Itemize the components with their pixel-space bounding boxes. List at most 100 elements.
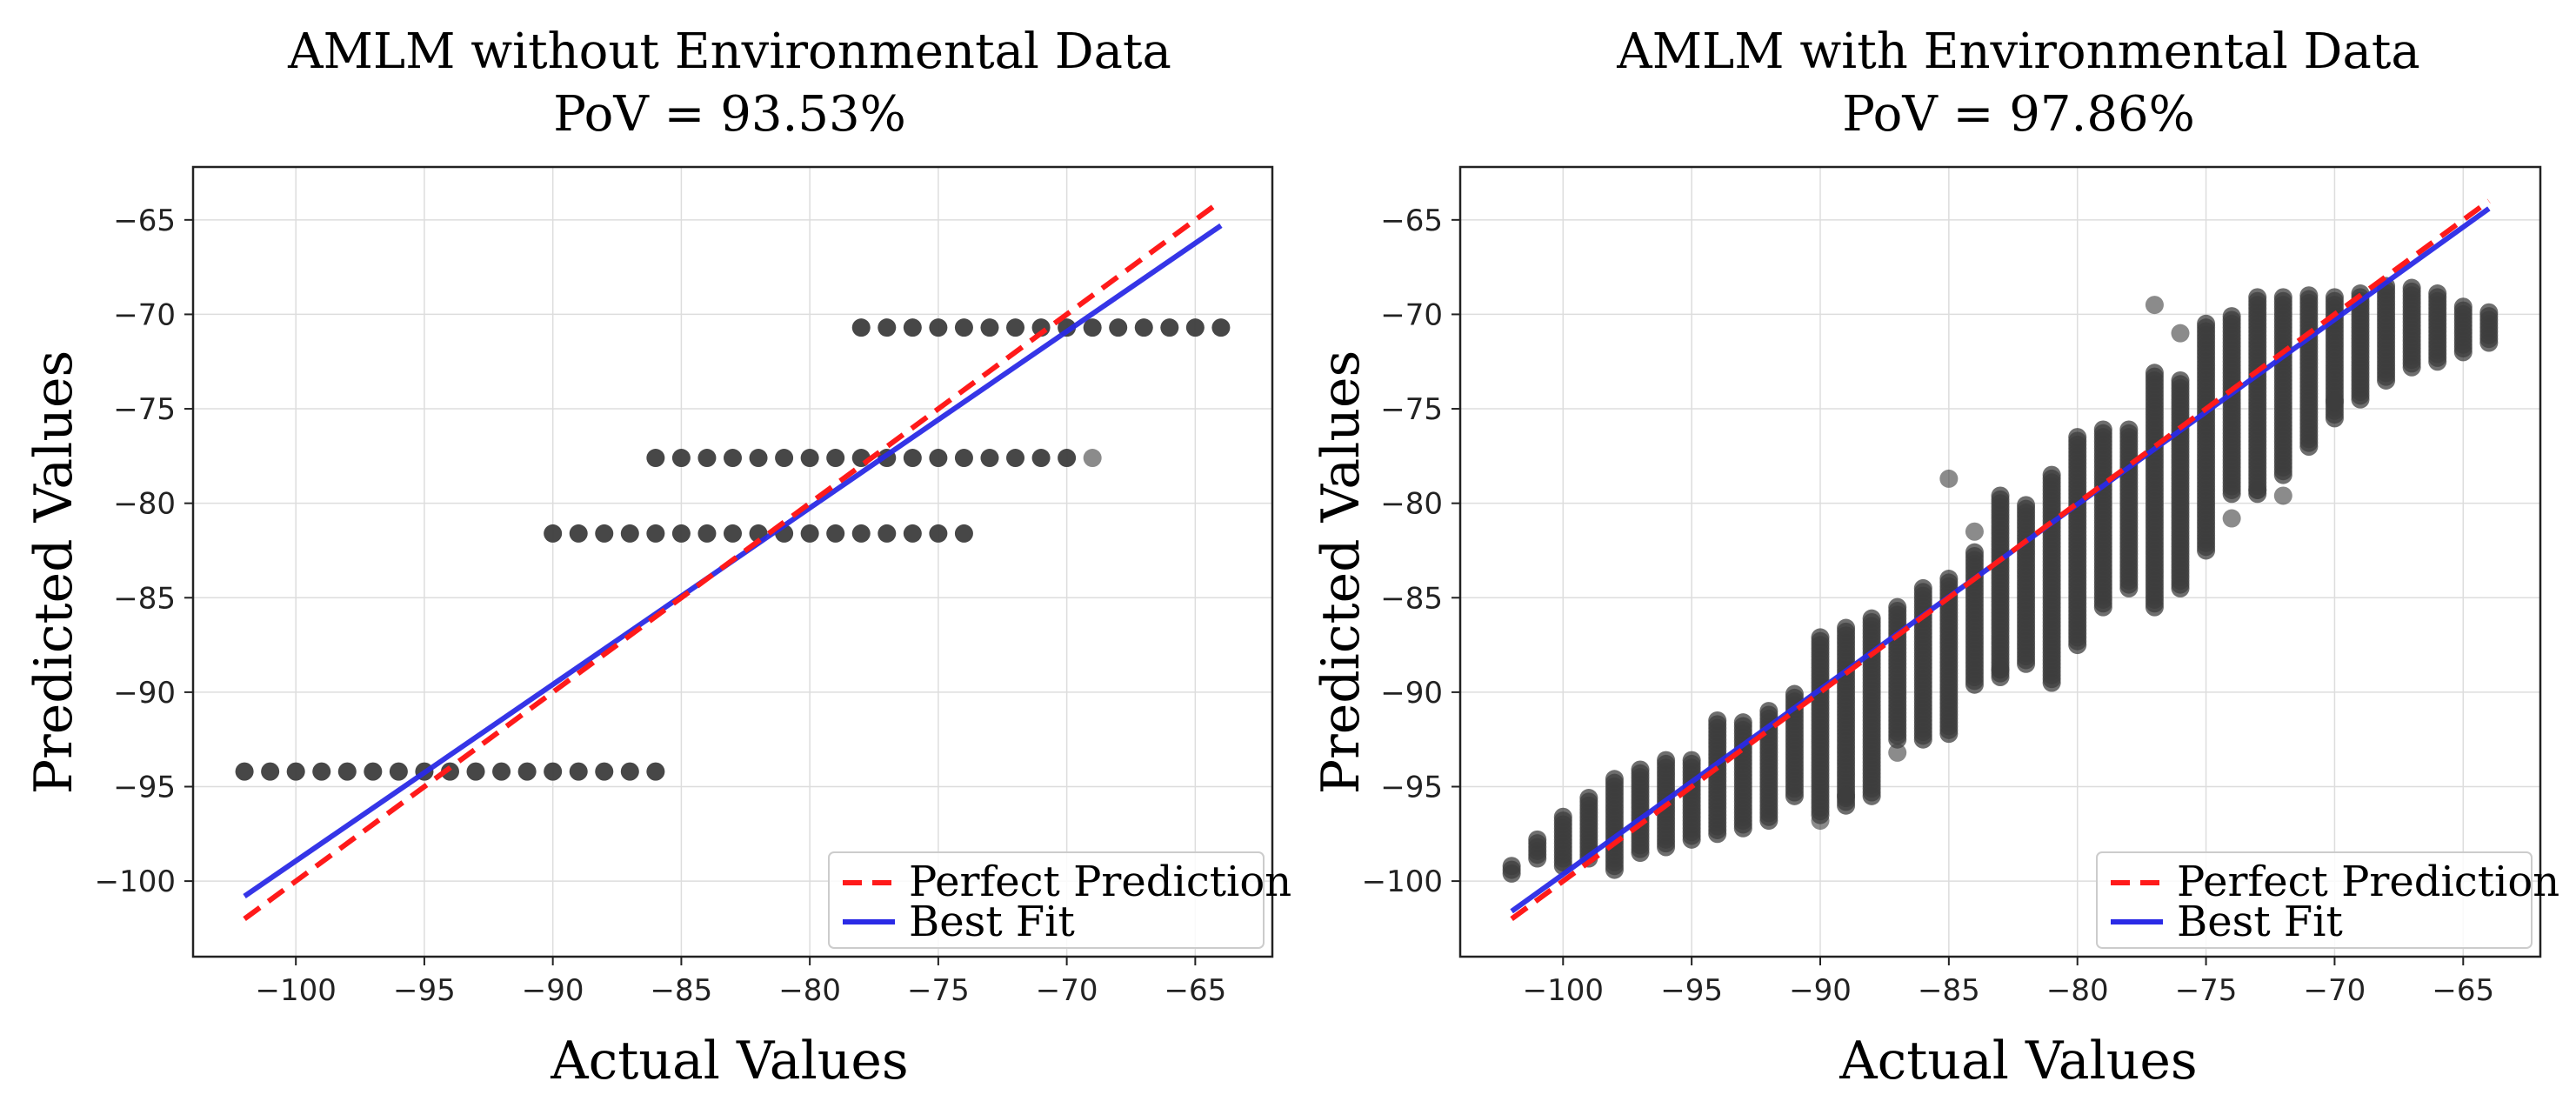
y-tick-label: −70 xyxy=(113,297,176,332)
data-point xyxy=(878,524,897,543)
legend-box xyxy=(2096,851,2533,949)
y-tick-label: −95 xyxy=(1380,770,1443,804)
y-tick-label: −100 xyxy=(1362,864,1443,899)
data-point xyxy=(2017,496,2036,515)
data-point xyxy=(1160,318,1179,337)
data-point xyxy=(364,762,383,781)
data-point xyxy=(620,762,639,781)
axis-ticks: −100 −95 −90 −85 −80 −75 −70 −65 −65 −70 −75 −80 −85… xyxy=(1362,204,2495,1008)
chart-title: AMLM with Environmental Data xyxy=(1616,23,2419,80)
x-tick-label: −85 xyxy=(651,973,713,1008)
data-point xyxy=(261,762,280,781)
data-point xyxy=(1708,711,1727,730)
scatter-points xyxy=(1502,277,2499,883)
data-point xyxy=(903,449,922,468)
y-tick-label: −95 xyxy=(113,770,176,804)
x-tick-label: −80 xyxy=(778,973,841,1008)
data-point xyxy=(775,449,794,468)
data-point xyxy=(2273,288,2292,307)
data-point xyxy=(724,524,742,543)
data-point xyxy=(286,762,305,781)
data-point xyxy=(595,762,614,781)
data-point xyxy=(980,318,999,337)
x-tick-label: −100 xyxy=(1523,973,1604,1008)
data-point xyxy=(1811,628,1830,647)
y-tick-label: −85 xyxy=(113,581,176,616)
data-point xyxy=(595,524,614,543)
data-point xyxy=(2325,391,2344,410)
data-point xyxy=(1888,597,1907,617)
x-tick-label: −75 xyxy=(2175,973,2238,1008)
y-tick-label: −70 xyxy=(1380,297,1443,332)
legend-label-perfect: Perfect Prediction xyxy=(909,858,1291,906)
data-point xyxy=(569,762,588,781)
y-tick-label: −90 xyxy=(113,676,176,711)
data-point xyxy=(2171,324,2190,343)
data-point xyxy=(749,449,768,468)
data-point xyxy=(1006,449,1025,468)
data-point xyxy=(466,762,485,781)
data-point xyxy=(1837,618,1856,637)
data-point xyxy=(1579,789,1598,808)
y-tick-label: −80 xyxy=(113,487,176,522)
data-point xyxy=(2299,286,2319,305)
data-point xyxy=(1058,449,1077,468)
data-point xyxy=(2479,303,2499,322)
data-point xyxy=(1553,807,1572,826)
data-point xyxy=(2068,428,2087,447)
data-point xyxy=(980,449,999,468)
data-point xyxy=(954,449,973,468)
x-tick-label: −95 xyxy=(1660,973,1723,1008)
data-point xyxy=(492,762,511,781)
data-point xyxy=(620,524,639,543)
data-point xyxy=(2222,307,2241,326)
x-tick-label: −90 xyxy=(1789,973,1852,1008)
data-point xyxy=(929,449,948,468)
data-point xyxy=(312,762,331,781)
legend-box xyxy=(828,851,1265,949)
scatter-points xyxy=(235,318,1231,781)
x-tick-label: −100 xyxy=(255,973,336,1008)
data-point xyxy=(1733,713,1752,732)
data-point xyxy=(1811,811,1830,831)
x-tick-label: −75 xyxy=(907,973,970,1008)
data-point xyxy=(2248,288,2267,307)
data-point xyxy=(646,449,665,468)
data-point xyxy=(1134,318,1153,337)
axis-ticks: −100 −95 −90 −85 −80 −75 −70 −65 −65 −70 −75 −80 −85… xyxy=(95,204,1227,1008)
data-point xyxy=(903,524,922,543)
data-point xyxy=(1991,486,2010,505)
data-point xyxy=(1083,318,1102,337)
perfect-prediction-line xyxy=(1510,198,2491,921)
y-tick-label: −80 xyxy=(1380,487,1443,522)
data-point xyxy=(1031,449,1051,468)
data-point xyxy=(671,524,691,543)
x-tick-label: −90 xyxy=(522,973,584,1008)
plot-frame xyxy=(1458,165,2542,958)
perfect-prediction-line xyxy=(243,198,1223,921)
data-point xyxy=(1991,660,2010,679)
y-tick-label: −75 xyxy=(1380,392,1443,427)
data-point xyxy=(851,318,871,337)
data-point xyxy=(1785,684,1804,704)
data-point xyxy=(544,762,563,781)
data-point xyxy=(1502,857,1521,876)
data-point xyxy=(1965,543,1984,562)
data-point xyxy=(724,449,742,468)
x-tick-label: −70 xyxy=(2304,973,2366,1008)
y-axis-label: Predicted Values xyxy=(1311,350,1371,795)
data-point xyxy=(929,318,948,337)
data-point xyxy=(1913,578,1932,597)
plot-area xyxy=(235,198,1231,921)
data-point xyxy=(671,449,691,468)
x-tick-label: −95 xyxy=(393,973,456,1008)
data-point xyxy=(646,762,665,781)
data-point xyxy=(235,762,254,781)
data-point xyxy=(1528,830,1547,849)
x-axis-label: Actual Values xyxy=(1839,1031,2197,1091)
data-point xyxy=(440,762,459,781)
data-point xyxy=(1211,318,1231,337)
chart-panel-without-environmental: AMLM without Environmental Data PoV = 93… xyxy=(23,23,1291,1091)
